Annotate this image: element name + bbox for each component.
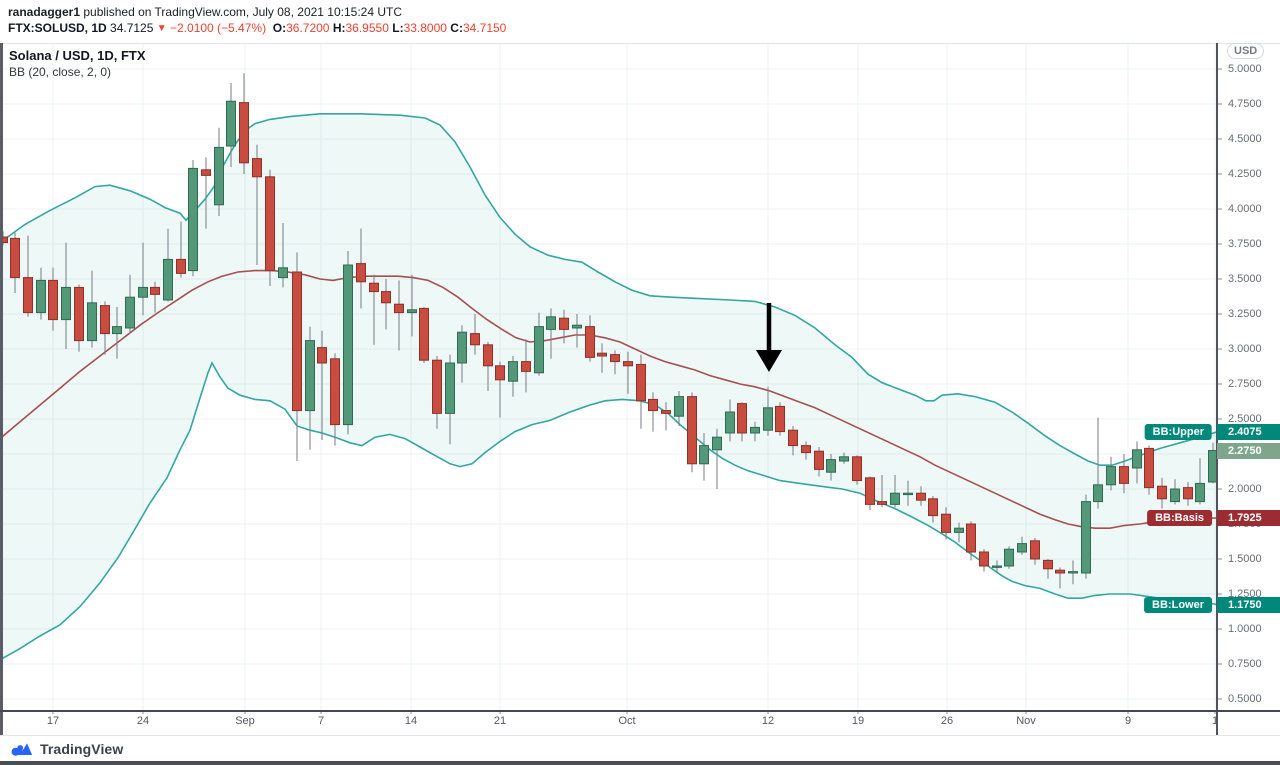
time-axis-border [0, 710, 1280, 712]
price-tick-label: 4.5000 [1228, 133, 1262, 145]
price-tick-label: 2.7500 [1228, 378, 1262, 390]
open-value: 36.7200 [286, 21, 330, 35]
price-tick-label: 4.7500 [1228, 98, 1262, 110]
time-tick-label: 12 [761, 715, 775, 727]
open-label: O: [272, 21, 287, 35]
symbol-ohlc-row: FTX:SOLUSD, 1D 34.7125 ▼ −2.0100 (−5.47%… [8, 21, 506, 35]
tradingview-logo[interactable]: TradingView [10, 740, 123, 757]
price-tick-label: 0.7500 [1228, 658, 1262, 670]
time-tick-label: 19 [851, 715, 865, 727]
price-tick-label: 0.5000 [1228, 693, 1262, 705]
price-axis-separator [1216, 43, 1218, 735]
price-tick-label: 1.0000 [1228, 623, 1262, 635]
price-tick-label: 2.0000 [1228, 483, 1262, 495]
tradingview-logo-icon [10, 740, 34, 757]
last-value: 34.7125 [110, 21, 154, 35]
price-tick-label: 3.2500 [1228, 308, 1262, 320]
price-tick-label: 5.0000 [1228, 63, 1262, 75]
chart-left-edge [0, 43, 3, 735]
price-tick-label: 3.7500 [1228, 238, 1262, 250]
time-tick-label: 14 [404, 715, 418, 727]
symbol-title: FTX:SOLUSD, 1D [8, 21, 107, 35]
close-value: 34.7150 [462, 21, 507, 35]
publisher-username: ranadagger1 [8, 5, 81, 19]
time-tick-label: 7 [317, 715, 325, 727]
time-tick-label: 21 [493, 715, 507, 727]
publish-info: published on TradingView.com, July 08, 2… [80, 5, 403, 19]
publish-attribution: ranadagger1 published on TradingView.com… [8, 5, 402, 19]
bb-upper-value-badge: 2.4075 [1217, 423, 1280, 440]
chart-top-border [0, 43, 1280, 44]
bb-basis-badge: BB:Basis [1147, 510, 1212, 527]
bb-lower-value-badge: 1.1750 [1217, 596, 1280, 613]
bb-basis-value-badge: 1.7925 [1217, 510, 1280, 527]
price-tick-label: 3.5000 [1228, 273, 1262, 285]
chart-legend-title[interactable]: Solana / USD, 1D, FTX [9, 48, 146, 63]
close-label: C: [450, 21, 463, 35]
low-label: L: [392, 21, 404, 35]
price-tick-label: 4.2500 [1228, 168, 1262, 180]
price-tick-label: 3.0000 [1228, 343, 1262, 355]
low-value: 33.8000 [403, 21, 447, 35]
price-tick-label: 4.0000 [1228, 203, 1262, 215]
high-value: 36.9550 [345, 21, 389, 35]
last-price-badge: 2.2750 [1217, 442, 1280, 459]
time-tick-label: Nov [1016, 715, 1036, 727]
time-tick-label: 1 [1211, 715, 1219, 727]
bb-upper-badge: BB:Upper [1144, 423, 1212, 440]
price-tick-label: 1.5000 [1228, 553, 1262, 565]
time-tick-label: 9 [1124, 715, 1132, 727]
bb-lower-badge: BB:Lower [1144, 596, 1212, 613]
currency-chip[interactable]: USD [1227, 43, 1265, 59]
chart-legend-indicator[interactable]: BB (20, close, 2, 0) [9, 65, 112, 79]
time-tick-label: Sep [235, 715, 255, 727]
price-down-triangle-icon: ▼ [156, 23, 167, 34]
bottom-window-edge [0, 761, 1280, 765]
price-change: −2.0100 (−5.47%) [170, 21, 267, 35]
time-tick-label: 26 [940, 715, 954, 727]
tradingview-logo-text: TradingView [40, 740, 124, 757]
high-label: H: [332, 21, 346, 35]
price-tick-label: 2.5000 [1228, 413, 1262, 425]
time-tick-label: 17 [46, 715, 60, 727]
footer-divider [0, 735, 1280, 736]
time-tick-label: 24 [136, 715, 150, 727]
time-tick-label: Oct [618, 715, 636, 727]
